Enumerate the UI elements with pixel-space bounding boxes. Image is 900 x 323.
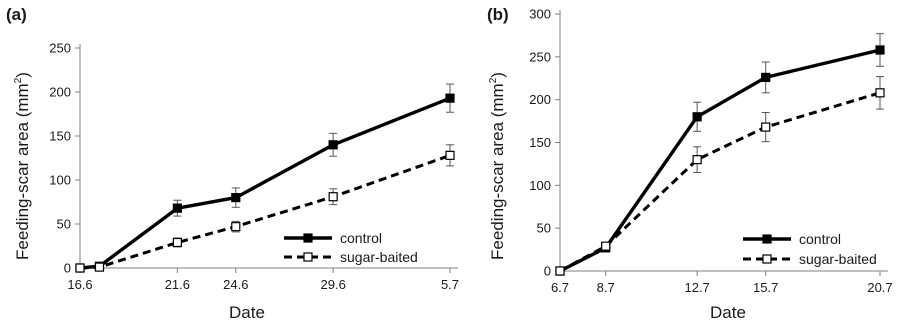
x-ticks: 6.7 8.7 12.7 15.7 20.7 (551, 271, 893, 295)
y-tick-label: 100 (49, 173, 71, 188)
data-point-control (875, 45, 885, 55)
legend: control sugar-baited (743, 231, 877, 267)
y-axis-title-superscript: 2 (13, 77, 24, 83)
chart-panel-b: (b) Feeding-scar area (mm2) Date 0 50 100 1… (487, 5, 893, 322)
y-tick-label: 150 (49, 129, 71, 144)
x-tick-label: 16.6 (67, 277, 92, 292)
legend: control sugar-baited (284, 230, 418, 265)
y-tick-label: 100 (529, 178, 551, 193)
data-point-control (692, 112, 702, 122)
x-tick-label: 8.7 (597, 280, 615, 295)
x-ticks: 16.6 21.6 24.6 29.6 5.7 (67, 268, 459, 292)
y-tick-label: 50 (537, 221, 551, 236)
panel-label: (a) (6, 5, 27, 24)
y-axis-title-close: ) (488, 72, 507, 78)
data-point-sugar-baited (445, 150, 455, 160)
chart-panel-a: (a) Feeding-scar area (mm2) Date 0 50 100 1… (6, 5, 459, 322)
data-point-sugar-baited (172, 237, 182, 248)
y-tick-label: 0 (64, 261, 71, 276)
y-tick-label: 200 (49, 85, 71, 100)
plot-area (555, 33, 885, 276)
x-axis-title: Date (229, 303, 265, 322)
x-tick-label: 29.6 (321, 277, 346, 292)
y-tick-label: 0 (544, 264, 551, 279)
legend-marker-control (762, 234, 772, 244)
y-tick-label: 250 (49, 41, 71, 56)
y-tick-label: 250 (529, 49, 551, 64)
y-tick-label: 50 (57, 217, 71, 232)
y-tick-label: 200 (529, 92, 551, 107)
data-point-sugar-baited (231, 222, 241, 232)
x-tick-label: 24.6 (223, 277, 248, 292)
axes (559, 10, 888, 272)
series-line-control (79, 96, 451, 270)
y-ticks: 0 50 100 150 200 250 300 (529, 7, 560, 279)
x-tick-label: 5.7 (441, 277, 459, 292)
data-point-control (231, 193, 241, 203)
axes (79, 44, 458, 269)
series-line-sugar-baited (559, 91, 881, 273)
data-point-sugar-baited (601, 241, 611, 251)
y-tick-label: 150 (529, 135, 551, 150)
y-axis-title-superscript: 2 (488, 77, 499, 83)
y-axis-title: Feeding-scar area (mm2) (488, 72, 507, 260)
data-point-sugar-baited (328, 192, 338, 202)
y-axis-title: Feeding-scar area (mm2) (13, 72, 32, 260)
legend-marker-sugar-baited (762, 254, 772, 264)
x-tick-label: 6.7 (551, 280, 569, 295)
y-ticks: 0 50 100 150 200 250 (49, 41, 80, 276)
y-axis-title-close: ) (13, 72, 32, 78)
y-axis-title-base: Feeding-scar area (mm (488, 83, 507, 260)
x-tick-label: 20.7 (867, 280, 892, 295)
data-point-control (445, 93, 455, 103)
x-tick-label: 21.6 (165, 277, 190, 292)
x-tick-label: 15.7 (753, 280, 778, 295)
y-tick-label: 300 (529, 7, 551, 22)
data-point-sugar-baited (692, 155, 702, 165)
data-point-control (761, 72, 771, 82)
x-axis-title: Date (710, 303, 746, 322)
data-point-control (172, 203, 182, 213)
data-point-sugar-baited (761, 122, 771, 132)
panel-label: (b) (487, 5, 509, 24)
legend-marker-sugar-baited (303, 252, 313, 262)
legend-label-sugar-baited: sugar-baited (799, 251, 877, 267)
y-axis-title-base: Feeding-scar area (mm (13, 83, 32, 260)
legend-marker-control (303, 233, 313, 243)
plot-area (75, 83, 455, 273)
x-tick-label: 12.7 (684, 280, 709, 295)
data-point-control (328, 140, 338, 150)
legend-label-sugar-baited: sugar-baited (340, 249, 418, 265)
data-point-sugar-baited (875, 88, 885, 98)
data-point-sugar-baited (555, 266, 565, 276)
data-point-sugar-baited (94, 262, 105, 272)
data-point-sugar-baited (75, 263, 85, 273)
legend-label-control: control (340, 230, 382, 246)
legend-label-control: control (799, 231, 841, 247)
